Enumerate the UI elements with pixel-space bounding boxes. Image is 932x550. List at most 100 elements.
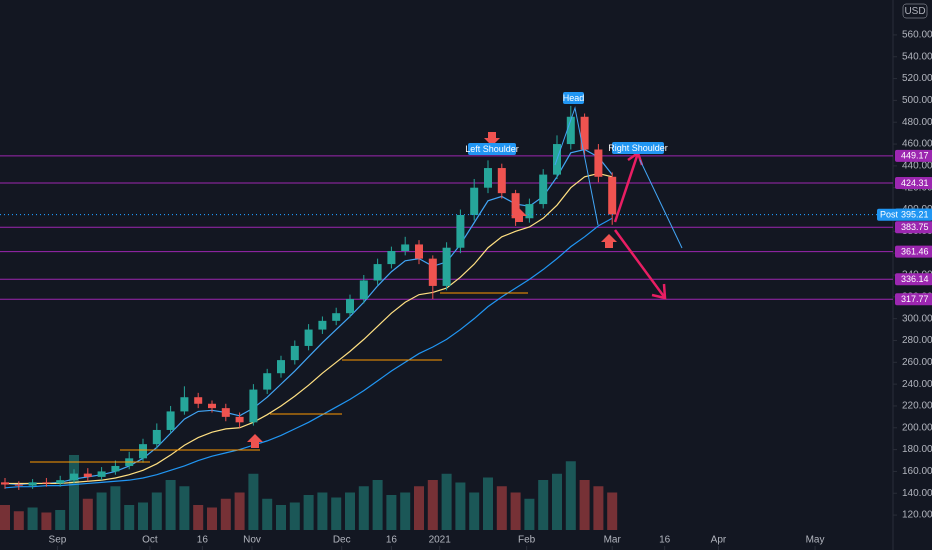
volume-bar	[496, 486, 507, 530]
volume-bar	[110, 486, 121, 530]
annotation: Head	[563, 93, 585, 103]
volume-bar	[552, 473, 562, 530]
projection-down	[613, 229, 667, 299]
annotation: Left Shoulder	[465, 144, 519, 154]
post-price-box	[877, 208, 932, 221]
candle-body	[484, 168, 492, 188]
y-tick-label: 220.00	[902, 401, 932, 412]
candle-body	[83, 473, 92, 477]
candle-body	[1, 482, 9, 485]
candle-body	[235, 416, 244, 423]
candle-body	[111, 465, 120, 472]
volume-bar	[565, 461, 576, 530]
volume-bar	[262, 498, 273, 530]
price-tag: 336.14	[901, 274, 929, 284]
price-tag-box	[895, 221, 932, 234]
annotation-box	[468, 143, 516, 155]
candle-body	[166, 411, 175, 430]
volume-bar	[179, 486, 190, 530]
x-tick-label: 2021	[429, 535, 452, 546]
candle-body	[401, 244, 410, 251]
volume-bar	[400, 492, 411, 530]
volume-bar	[27, 507, 38, 530]
candle-body	[346, 299, 354, 314]
volume-bar	[372, 480, 383, 530]
volume-bar	[331, 497, 342, 530]
candle-body	[318, 320, 327, 330]
candle-body	[152, 429, 161, 445]
volume-bar	[289, 502, 300, 530]
volume-bar	[579, 480, 590, 530]
candle-body	[373, 264, 382, 281]
volume-bar	[41, 512, 52, 530]
candle-body	[28, 482, 37, 486]
volume-bar	[593, 486, 604, 530]
y-tick-label: 180.00	[902, 444, 932, 455]
x-tick-label: 16	[659, 535, 671, 546]
plot: Sep Oct 16 Nov Dec 16 2021 Feb Mar 16 Apr May	[0, 34, 897, 550]
candle-body	[14, 484, 23, 486]
annotation: Right Shoulder	[608, 143, 668, 153]
x-tick-label: Oct	[142, 535, 158, 546]
candle-body	[304, 329, 313, 346]
candle-body	[277, 360, 285, 374]
price-tag: 449.17	[901, 151, 929, 161]
candle-body	[97, 471, 106, 477]
volume-bar	[248, 473, 259, 530]
volume-bar	[124, 505, 135, 530]
volume-bar	[55, 510, 66, 530]
y-tick-label: 280.00	[902, 335, 932, 346]
volume-bar	[82, 498, 93, 530]
y-tick-label: 160.00	[902, 466, 932, 477]
candle-body	[221, 408, 230, 417]
post-label: Post	[880, 210, 899, 220]
price-tag: 361.46	[901, 246, 929, 256]
moving-average	[4, 217, 613, 489]
drawings: Head Left Shoulder Right Shoulder	[30, 92, 683, 463]
price-tag: 424.31	[901, 178, 929, 188]
x-tick-label: 16	[197, 535, 209, 546]
post-price: 395.21	[901, 210, 929, 220]
annotation-box	[612, 142, 664, 154]
candle-body	[497, 168, 506, 194]
candle-body	[387, 250, 396, 265]
price-tags: 120.00 140.00 160.00 180.00 200.00 220.00 240.…	[877, 30, 932, 521]
candle-body	[56, 480, 65, 484]
candle-body	[263, 373, 272, 390]
arrow-up	[247, 434, 263, 448]
volume-bar	[441, 473, 452, 530]
x-tick-label: Dec	[333, 535, 351, 546]
candle-body	[428, 258, 437, 286]
x-tick-label: Apr	[711, 535, 727, 546]
volume-bar	[303, 495, 314, 530]
candle-body	[580, 116, 589, 150]
pattern-line	[639, 159, 683, 249]
volume-bar	[414, 486, 424, 530]
y-tick-label: 140.00	[902, 488, 932, 499]
x-tick-label: Sep	[49, 535, 67, 546]
candle-body	[332, 313, 341, 321]
price-tag-box	[895, 293, 932, 306]
volume-bar	[165, 480, 176, 530]
annotation-box	[563, 92, 584, 104]
y-tick-label: 560.00	[902, 30, 932, 41]
x-tick-label: Feb	[518, 535, 536, 546]
y-tick-label: 500.00	[902, 95, 932, 106]
volume-bar	[524, 498, 535, 530]
y-tick-label: 520.00	[902, 73, 932, 84]
volume-bar	[0, 505, 10, 530]
y-tick-label: 440.00	[902, 161, 932, 172]
y-tick-label: 300.00	[902, 313, 932, 324]
projection-up	[613, 152, 640, 223]
y-tick-label: 240.00	[902, 379, 932, 390]
price-tag-box	[895, 149, 932, 162]
y-tick-label: 120.00	[902, 510, 932, 521]
candle-body	[249, 389, 258, 423]
volume-bar	[276, 505, 286, 530]
volume-bar	[151, 492, 162, 530]
price-tag-box	[895, 273, 932, 286]
price-tag-box	[895, 245, 932, 258]
pattern-line	[554, 106, 599, 226]
